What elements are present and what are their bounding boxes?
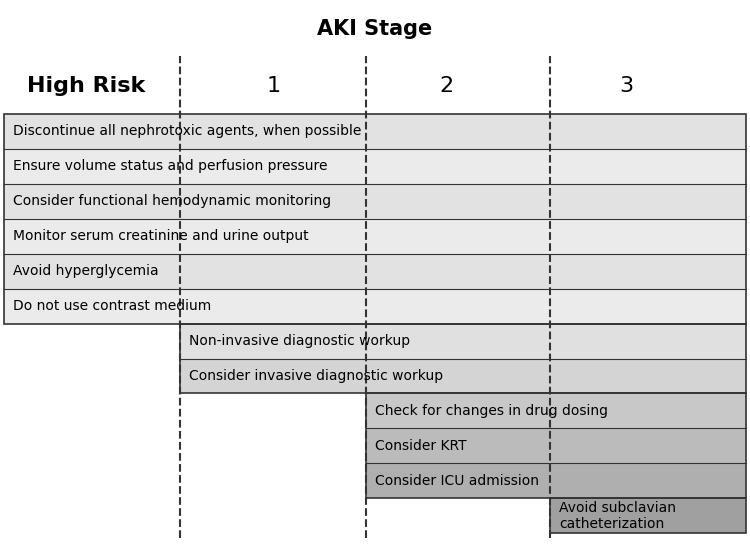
Bar: [366, 393, 746, 428]
Text: 1: 1: [267, 76, 280, 96]
Bar: [4, 149, 746, 184]
Bar: [180, 324, 746, 359]
Text: Consider KRT: Consider KRT: [375, 439, 466, 453]
Bar: [550, 498, 746, 533]
Text: Avoid subclavian
catheterization: Avoid subclavian catheterization: [559, 501, 676, 531]
Bar: [4, 289, 746, 324]
Bar: [550, 498, 746, 533]
Text: Avoid hyperglycemia: Avoid hyperglycemia: [13, 264, 158, 278]
Text: Do not use contrast medium: Do not use contrast medium: [13, 299, 211, 313]
Text: Consider ICU admission: Consider ICU admission: [375, 474, 539, 488]
Bar: [366, 393, 746, 498]
Bar: [4, 254, 746, 289]
Text: Consider functional hemodynamic monitoring: Consider functional hemodynamic monitori…: [13, 194, 331, 208]
Text: 2: 2: [440, 76, 453, 96]
Bar: [180, 359, 746, 393]
Bar: [366, 463, 746, 498]
Text: Non-invasive diagnostic workup: Non-invasive diagnostic workup: [189, 334, 410, 348]
Text: AKI Stage: AKI Stage: [317, 19, 433, 39]
Text: 3: 3: [620, 76, 633, 96]
Text: Check for changes in drug dosing: Check for changes in drug dosing: [375, 404, 608, 418]
Text: Discontinue all nephrotoxic agents, when possible: Discontinue all nephrotoxic agents, when…: [13, 124, 362, 138]
Bar: [4, 219, 746, 254]
Bar: [4, 114, 746, 149]
Text: High Risk: High Risk: [27, 76, 146, 96]
Bar: [4, 184, 746, 219]
Text: Consider invasive diagnostic workup: Consider invasive diagnostic workup: [189, 369, 443, 383]
Bar: [366, 428, 746, 463]
Text: Ensure volume status and perfusion pressure: Ensure volume status and perfusion press…: [13, 159, 327, 173]
Bar: [180, 324, 746, 393]
Bar: [4, 114, 746, 324]
Text: Monitor serum creatinine and urine output: Monitor serum creatinine and urine outpu…: [13, 229, 308, 243]
